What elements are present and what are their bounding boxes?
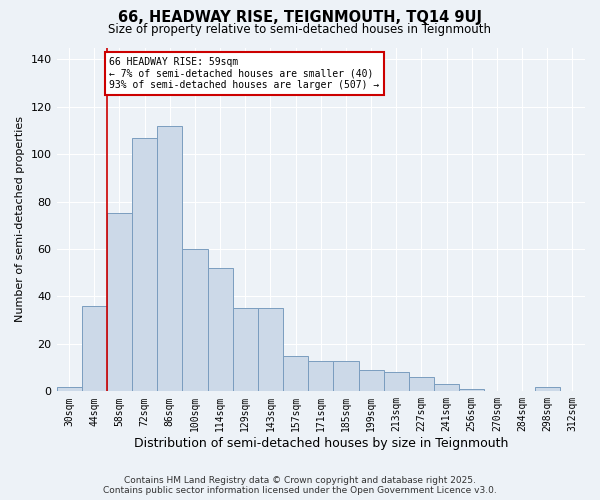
Bar <box>258 308 283 392</box>
Text: Contains HM Land Registry data © Crown copyright and database right 2025.
Contai: Contains HM Land Registry data © Crown c… <box>103 476 497 495</box>
Bar <box>107 214 132 392</box>
Bar <box>383 372 409 392</box>
Bar <box>132 138 157 392</box>
Bar <box>208 268 233 392</box>
Bar <box>82 306 107 392</box>
Text: 66 HEADWAY RISE: 59sqm
← 7% of semi-detached houses are smaller (40)
93% of semi: 66 HEADWAY RISE: 59sqm ← 7% of semi-deta… <box>109 57 380 90</box>
Bar <box>359 370 383 392</box>
Bar <box>434 384 459 392</box>
Text: 66, HEADWAY RISE, TEIGNMOUTH, TQ14 9UJ: 66, HEADWAY RISE, TEIGNMOUTH, TQ14 9UJ <box>118 10 482 25</box>
Bar <box>459 389 484 392</box>
Bar <box>233 308 258 392</box>
Bar <box>308 360 334 392</box>
Bar <box>182 249 208 392</box>
Y-axis label: Number of semi-detached properties: Number of semi-detached properties <box>15 116 25 322</box>
Bar <box>409 377 434 392</box>
Bar <box>56 386 82 392</box>
Bar <box>283 356 308 392</box>
Text: Size of property relative to semi-detached houses in Teignmouth: Size of property relative to semi-detach… <box>109 22 491 36</box>
X-axis label: Distribution of semi-detached houses by size in Teignmouth: Distribution of semi-detached houses by … <box>134 437 508 450</box>
Bar <box>535 386 560 392</box>
Bar <box>157 126 182 392</box>
Bar <box>334 360 359 392</box>
